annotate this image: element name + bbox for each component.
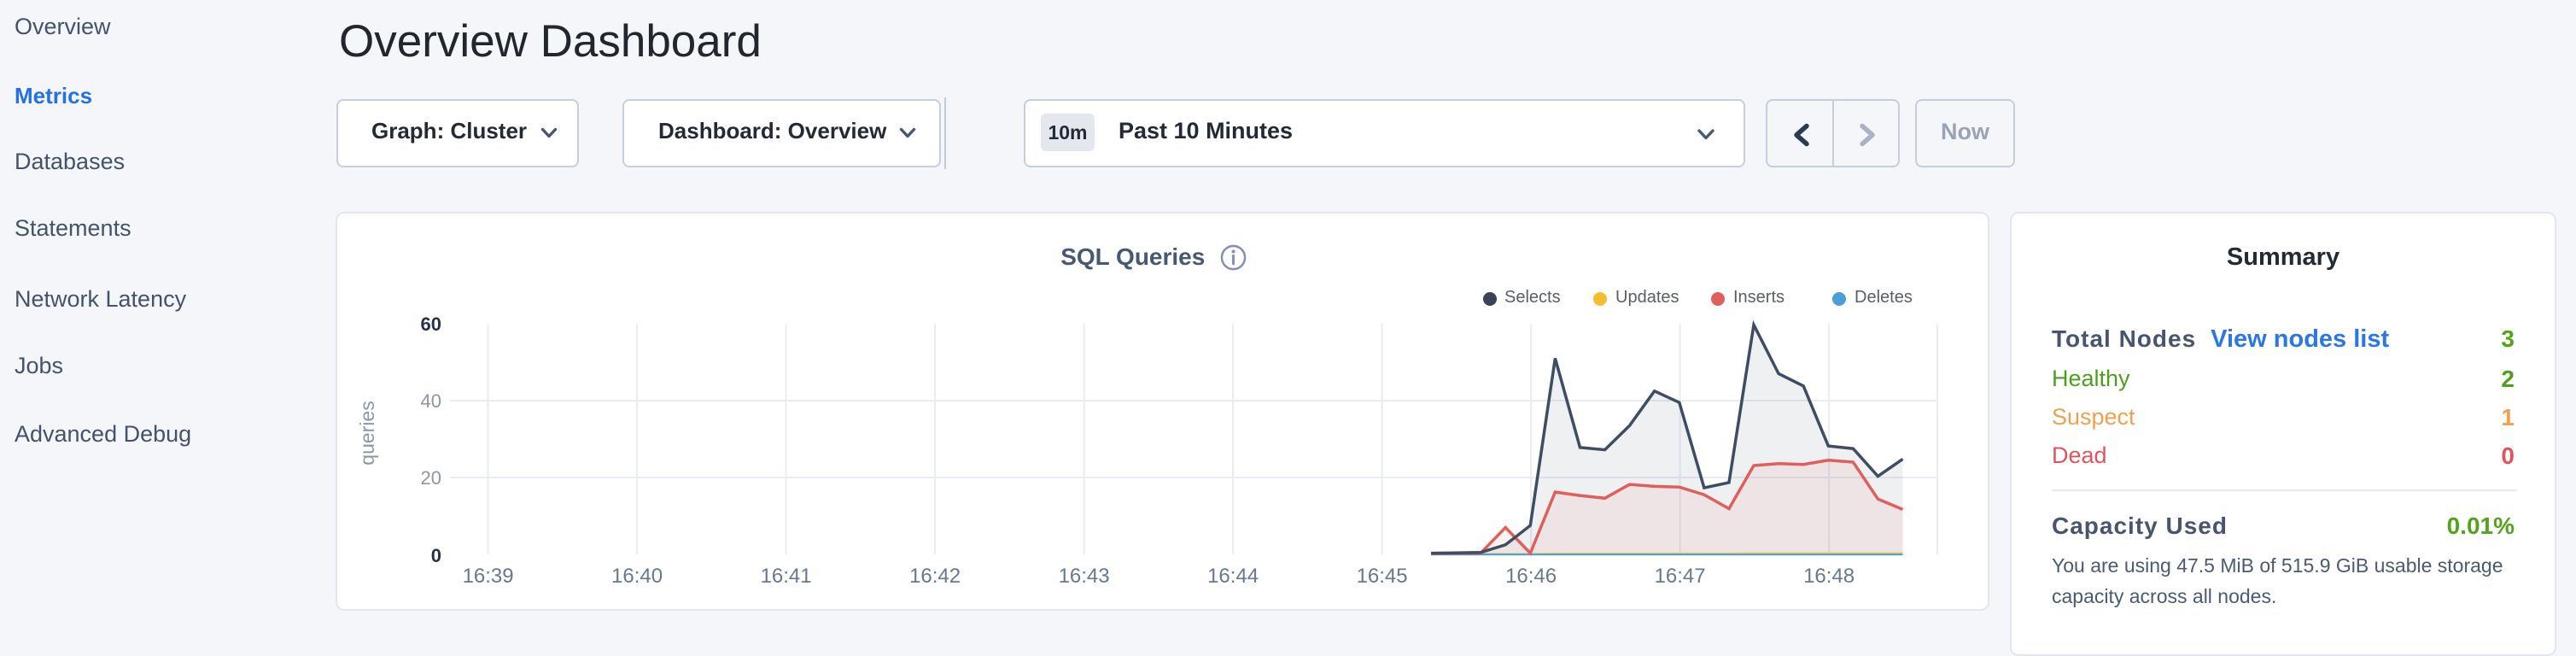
svg-text:20: 20 xyxy=(421,467,441,489)
svg-text:16:40: 16:40 xyxy=(611,565,663,588)
svg-text:16:43: 16:43 xyxy=(1059,565,1110,588)
svg-text:16:45: 16:45 xyxy=(1357,565,1408,588)
svg-text:16:47: 16:47 xyxy=(1655,565,1706,588)
svg-text:16:42: 16:42 xyxy=(909,565,961,588)
svg-text:60: 60 xyxy=(421,313,441,335)
svg-text:16:41: 16:41 xyxy=(761,565,812,588)
svg-text:16:46: 16:46 xyxy=(1505,565,1557,588)
svg-text:16:39: 16:39 xyxy=(463,565,514,588)
svg-text:0: 0 xyxy=(431,545,441,566)
svg-text:16:44: 16:44 xyxy=(1207,565,1259,588)
svg-text:40: 40 xyxy=(421,390,441,412)
svg-text:queries: queries xyxy=(356,401,378,465)
svg-text:16:48: 16:48 xyxy=(1803,565,1855,588)
